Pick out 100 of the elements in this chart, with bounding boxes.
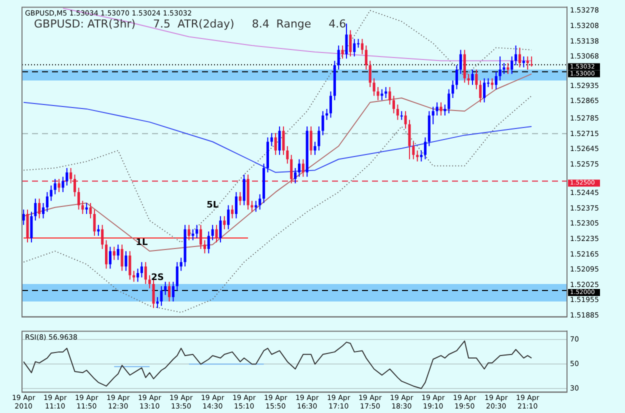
- candlestick: [514, 44, 518, 66]
- candlestick: [160, 286, 163, 306]
- candlestick: [360, 38, 364, 55]
- candlestick: [128, 250, 132, 280]
- candlestick: [376, 86, 380, 101]
- candlestick: [298, 158, 301, 178]
- candlestick: [408, 119, 411, 160]
- candlestick: [274, 132, 277, 156]
- candlestick: [54, 178, 56, 195]
- candlestick: [101, 224, 104, 250]
- annotation: 5L: [206, 200, 219, 211]
- candlestick: [420, 150, 423, 162]
- candlestick: [77, 187, 80, 210]
- candlestick: [314, 141, 316, 156]
- candlestick: [483, 78, 486, 103]
- candlestick: [286, 146, 289, 164]
- candlestick: [38, 198, 41, 219]
- candlestick: [494, 71, 498, 90]
- candlestick: [400, 110, 403, 120]
- candlestick: [219, 216, 222, 243]
- candlestick: [337, 44, 340, 70]
- candlestick: [498, 56, 502, 81]
- candlestick: [22, 209, 25, 226]
- candlestick: [432, 106, 434, 125]
- candlestick: [490, 78, 494, 90]
- candlestick: [329, 90, 332, 118]
- candlestick: [372, 78, 376, 96]
- candlestick: [349, 30, 352, 57]
- candlestick: [152, 279, 155, 309]
- candlestick: [416, 150, 419, 162]
- candlestick: [530, 56, 533, 67]
- candlestick: [242, 174, 246, 206]
- annotation: 2S: [151, 272, 164, 283]
- candlestick: [326, 108, 328, 120]
- candlestick: [180, 257, 182, 272]
- candlestick: [254, 200, 258, 212]
- candlestick: [223, 216, 226, 230]
- candlestick: [384, 86, 388, 98]
- candlestick: [318, 126, 320, 152]
- candlestick: [448, 88, 450, 114]
- candlestick: [467, 73, 470, 86]
- candlestick: [215, 224, 218, 243]
- candlestick: [172, 281, 174, 302]
- candlestick: [148, 274, 151, 289]
- candlestick: [522, 56, 525, 68]
- candlestick: [479, 80, 482, 103]
- candlestick: [192, 228, 194, 241]
- candlestick: [368, 60, 372, 88]
- candlestick: [207, 230, 210, 254]
- candlestick: [310, 126, 312, 156]
- candlestick: [452, 80, 454, 98]
- candlestick: [144, 262, 147, 284]
- candlestick: [136, 268, 140, 282]
- candlestick: [238, 192, 242, 206]
- candlestick: [412, 141, 415, 160]
- candlestick: [440, 102, 442, 116]
- candlestick: [380, 88, 384, 101]
- candlestick: [97, 224, 100, 236]
- candlestick: [203, 240, 206, 254]
- candlestick: [278, 126, 281, 156]
- candlestick: [85, 202, 88, 214]
- candlestick: [66, 168, 68, 186]
- candlestick: [62, 176, 64, 193]
- candlestick: [345, 23, 348, 60]
- candlestick: [116, 244, 120, 260]
- candlestick: [258, 194, 262, 210]
- candlestick: [30, 211, 33, 243]
- candlestick: [506, 62, 510, 74]
- candlestick: [502, 62, 506, 74]
- candlestick: [227, 204, 230, 230]
- candlestick: [132, 270, 136, 282]
- candlestick: [459, 49, 462, 74]
- candlestick: [234, 192, 238, 219]
- candlestick: [120, 244, 124, 272]
- candlestick: [322, 110, 324, 136]
- candlestick: [282, 126, 285, 156]
- candlestick: [396, 104, 399, 120]
- candlestick: [176, 262, 178, 292]
- candlestick: [112, 246, 116, 260]
- candlestick: [444, 104, 446, 116]
- candlestick: [108, 246, 112, 270]
- candlestick: [200, 224, 202, 250]
- candlestick: [518, 47, 522, 68]
- candlestick: [475, 69, 478, 90]
- candlestick: [188, 224, 190, 241]
- candlestick: [353, 38, 356, 57]
- candlestick: [364, 44, 368, 70]
- candlestick: [392, 95, 396, 114]
- candlestick: [42, 202, 45, 219]
- candlestick: [46, 192, 48, 212]
- candlestick: [388, 86, 392, 106]
- candlestick: [510, 56, 514, 74]
- candlestick: [294, 168, 297, 184]
- candlestick: [168, 281, 171, 302]
- candlestick: [164, 281, 167, 296]
- candlestick: [471, 69, 474, 86]
- candlestick: [104, 240, 108, 270]
- candlestick: [424, 136, 427, 160]
- candlestick: [124, 250, 128, 272]
- candlestick: [250, 200, 254, 212]
